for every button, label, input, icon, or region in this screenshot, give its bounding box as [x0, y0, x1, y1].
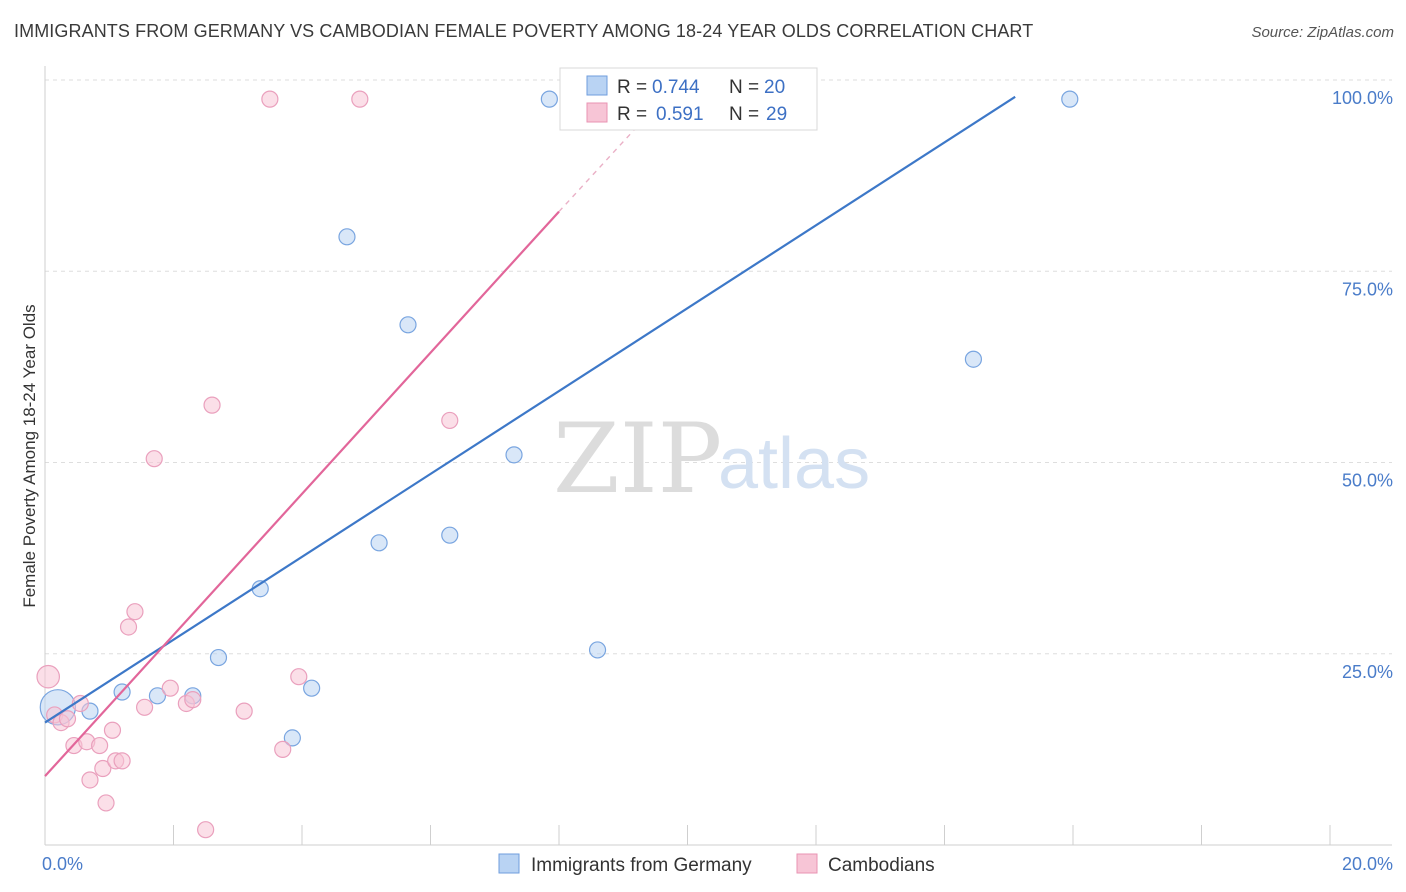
cambodians-point-27 — [351, 90, 369, 108]
cambodians-point-7 — [81, 771, 99, 789]
bottom-legend-label-cambodians: Cambodians — [828, 855, 935, 876]
cambodians-point-15 — [126, 603, 144, 621]
cambodians-point-21 — [197, 821, 215, 839]
legend-n-value-cambodians: 29 — [766, 104, 787, 125]
y-tick-label-1: 50.0% — [1342, 471, 1393, 491]
cambodians-trend-line — [44, 210, 560, 777]
cambodians-point-26 — [290, 668, 308, 686]
germany-trend-line — [44, 95, 1016, 724]
germany-point-16 — [588, 641, 607, 659]
cambodians-point-25 — [274, 740, 292, 758]
germany-point-5 — [209, 648, 228, 667]
germany-point-12 — [441, 526, 459, 544]
cambodians-point-8 — [91, 736, 109, 755]
germany-point-9 — [338, 228, 356, 246]
germany-point-19 — [1061, 90, 1079, 108]
cambodians-point-14 — [119, 618, 138, 636]
germany-point-10 — [370, 534, 388, 552]
x-tick-label-1: 20.0% — [1342, 854, 1393, 874]
cambodians-point-23 — [235, 702, 253, 720]
cambodians-point-17 — [145, 450, 163, 468]
y-tick-label-2: 75.0% — [1342, 279, 1393, 299]
cambodians-trend-line-extension — [558, 106, 656, 213]
cambodians-point-5 — [71, 694, 89, 713]
watermark: ZIP atlas — [553, 403, 870, 515]
bottom-legend-label-germany: Immigrants from Germany — [531, 855, 752, 876]
germany-point-7 — [283, 729, 301, 747]
source-label: Source: ZipAtlas.com — [1251, 24, 1394, 41]
germany-point-3 — [148, 687, 167, 705]
germany-point-13 — [505, 446, 523, 464]
cambodians-point-16 — [135, 698, 154, 716]
cambodians-point-18 — [161, 679, 179, 697]
y-tick-labels: 25.0% 50.0% 75.0% 100.0% — [1332, 88, 1393, 682]
legend-r-value-cambodians: 0.591 — [656, 104, 704, 125]
bottom-legend-swatch-germany — [498, 853, 520, 874]
germany-point-8 — [303, 679, 321, 697]
cambodians-point-24 — [261, 90, 279, 108]
trend-lines — [44, 95, 1016, 777]
legend-n-value-germany: 20 — [764, 77, 785, 98]
legend-r-label-germany: R = — [617, 77, 647, 98]
y-tick-label-3: 100.0% — [1332, 88, 1393, 108]
y-tick-label-0: 25.0% — [1342, 662, 1393, 682]
cambodians-point-3 — [58, 710, 77, 728]
germany-point-18 — [964, 350, 983, 368]
cambodians-point-22 — [203, 396, 221, 414]
cambodians-point-11 — [103, 721, 122, 739]
grid-lines — [45, 79, 1392, 655]
watermark-zip: ZIP — [553, 403, 722, 515]
x-tick-label-0: 0.0% — [42, 854, 83, 874]
bottom-legend-swatch-cambodians — [796, 853, 818, 874]
legend-swatch-germany — [586, 75, 608, 96]
data-points — [36, 90, 1079, 839]
legend-r-label-cambodians: R = — [617, 104, 647, 125]
legend-n-label-cambodians: N = — [729, 104, 759, 125]
legend-n-label-germany: N = — [729, 77, 759, 98]
germany-point-11 — [399, 316, 417, 334]
y-axis-label: Female Poverty Among 18-24 Year Olds — [20, 304, 39, 607]
chart-title: IMMIGRANTS FROM GERMANY VS CAMBODIAN FEM… — [14, 21, 1034, 41]
legend-box: R = 0.744 N = 20 R = 0.591 N = 29 — [559, 67, 818, 131]
x-tick-labels: 0.0% 20.0% — [42, 854, 1393, 874]
axes — [44, 66, 1392, 846]
cambodians-point-20 — [184, 691, 202, 709]
cambodians-point-0 — [36, 664, 61, 689]
watermark-atlas: atlas — [718, 424, 870, 504]
germany-point-14 — [540, 90, 558, 108]
legend-swatch-cambodians — [586, 102, 608, 123]
cambodians-point-28 — [441, 411, 459, 430]
cambodians-point-10 — [97, 794, 115, 812]
bottom-legend: Immigrants from Germany Cambodians — [498, 853, 935, 876]
legend-r-value-germany: 0.744 — [652, 77, 700, 98]
cambodians-point-9 — [94, 759, 112, 778]
cambodians-point-13 — [113, 752, 131, 770]
